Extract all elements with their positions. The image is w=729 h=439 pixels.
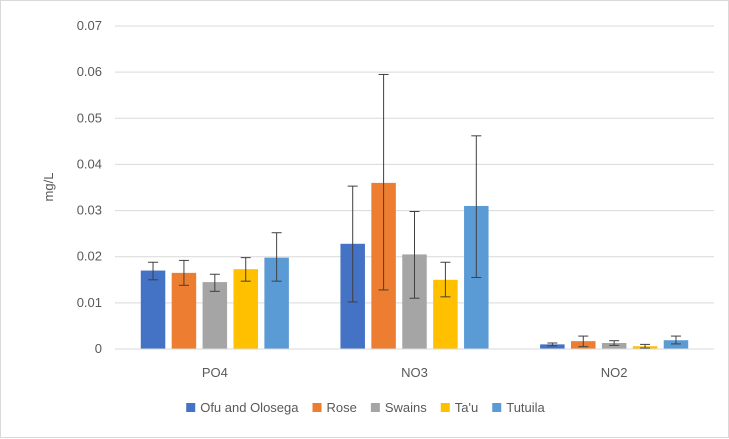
bar-po4-3: [233, 269, 258, 349]
bar-no2-2: [601, 343, 627, 349]
y-tick-label: 0.01: [77, 295, 102, 310]
bar-no2-4: [663, 340, 689, 349]
bar-po4-0: [140, 270, 166, 349]
legend-label: Ta'u: [455, 400, 478, 415]
legend-swatch: [370, 403, 380, 412]
legend-swatch: [312, 403, 322, 412]
x-axis-categories: PO4 NO3 NO2: [202, 365, 628, 380]
y-tick-label: 0.02: [77, 249, 102, 264]
y-tick-label: 0.06: [77, 64, 102, 79]
legend-label: Tutuila: [506, 400, 545, 415]
y-tick-label: 0.04: [77, 156, 102, 171]
y-tick-label: 0.07: [77, 18, 102, 33]
legend: Ofu and Olosega Rose Swains Ta'u Tutuila: [186, 400, 546, 415]
y-tick-label: 0: [95, 341, 102, 356]
x-category-label: PO4: [202, 365, 228, 380]
y-tick-label: 0.05: [77, 110, 102, 125]
y-axis-ticks: 0 0.01 0.02 0.03 0.04 0.05 0.06 0.07: [77, 18, 102, 356]
gridlines: [115, 25, 714, 304]
legend-label: Ofu and Olosega: [200, 400, 299, 415]
bar-no2-0: [540, 344, 565, 349]
legend-swatch: [440, 403, 450, 412]
legend-swatch: [186, 403, 196, 412]
error-bars: [148, 73, 681, 349]
y-axis-label: mg/L: [41, 173, 56, 202]
legend-swatch: [492, 403, 502, 412]
legend-label: Swains: [385, 400, 427, 415]
legend-label: Rose: [327, 400, 357, 415]
x-category-label: NO2: [601, 365, 628, 380]
y-tick-label: 0.03: [77, 203, 102, 218]
x-category-label: NO3: [401, 365, 428, 380]
bar-po4-2: [202, 282, 228, 349]
